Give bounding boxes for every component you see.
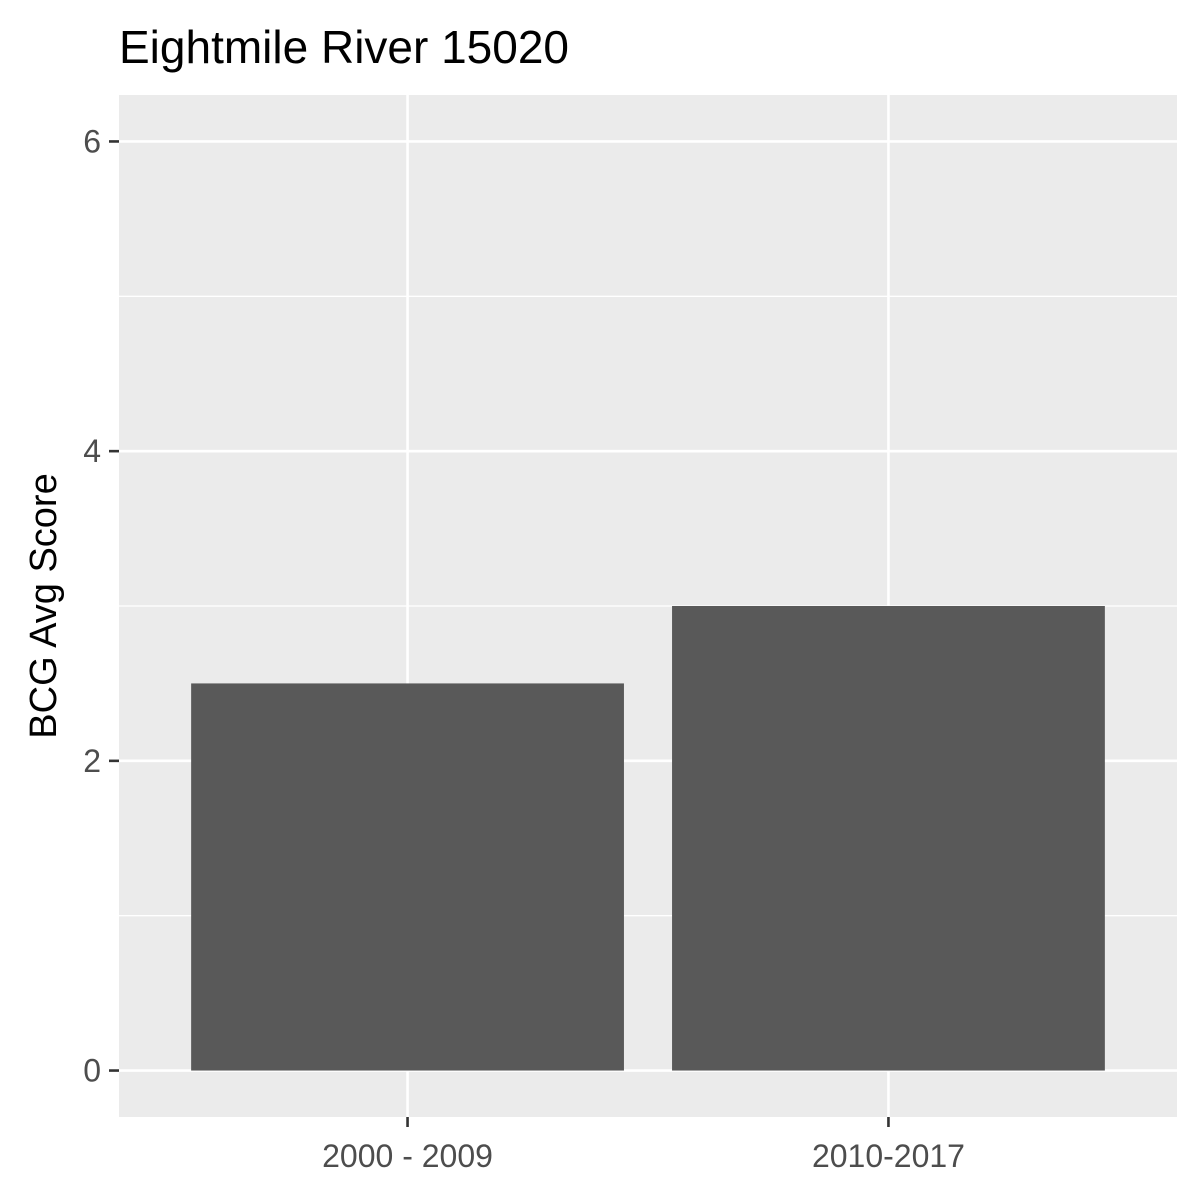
axes: 0 2 4 6 2000 - 2009 2010-2017 — [83, 123, 965, 1174]
x-tick-label: 2000 - 2009 — [322, 1138, 493, 1174]
bar — [672, 606, 1105, 1071]
bar — [191, 683, 624, 1071]
bars — [191, 606, 1105, 1071]
y-axis-title: BCG Avg Score — [23, 473, 65, 738]
y-tick-label: 0 — [83, 1053, 101, 1089]
y-tick-label: 4 — [83, 433, 101, 469]
chart-title: Eightmile River 15020 — [119, 21, 569, 73]
x-tick-label: 2010-2017 — [812, 1138, 965, 1174]
y-tick-label: 6 — [83, 123, 101, 159]
y-tick-label: 2 — [83, 743, 101, 779]
